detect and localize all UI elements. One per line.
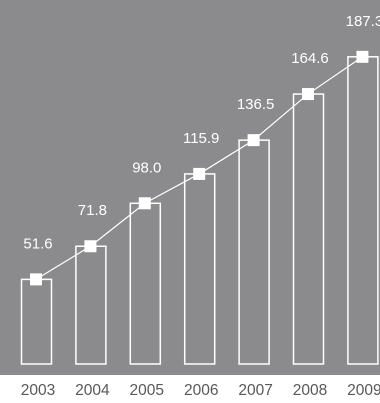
bar-2004: [75, 245, 107, 365]
line-layer: [30, 50, 369, 286]
marker-2009: [356, 50, 369, 63]
marker-2003: [30, 273, 42, 286]
x-tick-2005: 2005: [130, 382, 164, 399]
value-label-2005: 98.0: [132, 159, 161, 176]
x-tick-2004: 2004: [75, 382, 110, 399]
bar-2008: [292, 93, 325, 365]
bar-2005: [129, 202, 162, 365]
bar-2007: [238, 139, 270, 365]
x-tick-2007: 2007: [238, 382, 272, 399]
value-label-2009: 187.3: [346, 13, 380, 30]
ticks-layer: 2003 2004 2005 2006 2007 2008 2009: [21, 382, 380, 399]
marker-2007: [247, 134, 260, 147]
marker-2005: [138, 197, 151, 210]
value-label-2004: 71.8: [78, 202, 107, 219]
bars-layer: [20, 56, 379, 365]
x-tick-2009: 2009: [347, 382, 380, 399]
marker-2008: [302, 88, 314, 101]
value-label-2007: 136.5: [237, 96, 275, 113]
x-tick-2008: 2008: [293, 382, 327, 399]
x-tick-2003: 2003: [21, 382, 55, 399]
x-tick-2006: 2006: [184, 382, 218, 399]
value-label-2003: 51.6: [23, 235, 52, 252]
marker-2006: [193, 167, 206, 180]
bar-2006: [183, 173, 216, 365]
labels-layer: 51.6 71.8 98.0 115.9 136.5 164.6 187.3: [23, 13, 380, 253]
chart-panel: [0, 0, 380, 375]
value-label-2008: 164.6: [291, 50, 329, 67]
bar-2009: [347, 56, 379, 365]
value-label-2006: 115.9: [183, 130, 219, 147]
marker-2004: [84, 240, 97, 253]
bar-2003: [20, 278, 53, 365]
